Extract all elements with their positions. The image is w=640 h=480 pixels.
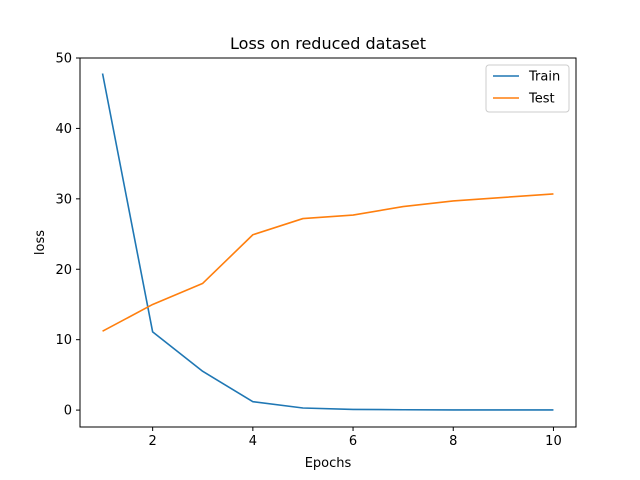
x-tick-label: 2 [149,434,157,449]
y-tick-label: 40 [55,122,72,137]
x-tick-label: 6 [349,434,357,449]
y-tick-label: 0 [64,404,72,419]
series-line-test [102,193,554,332]
y-axis-ticks: 0 10 20 30 40 50 [55,52,80,419]
y-tick-label: 50 [55,52,72,67]
axes-frame [79,57,577,428]
y-tick-label: 30 [55,192,72,207]
x-axis-ticks: 2 4 6 8 10 [149,427,562,449]
y-tick-label: 20 [55,263,72,278]
x-tick-label: 4 [249,434,257,449]
legend: Train Test [485,64,570,113]
legend-label-train: Train [528,70,560,85]
series-line-train [101,73,554,411]
chart-title: Loss on reduced dataset [230,34,426,53]
legend-label-test: Test [528,92,555,107]
x-tick-label: 10 [545,434,562,449]
y-tick-label: 10 [55,333,72,348]
y-axis-label: loss [33,230,48,255]
series-lines [101,73,554,411]
x-axis-label: Epochs [305,456,352,471]
x-tick-label: 8 [449,434,457,449]
